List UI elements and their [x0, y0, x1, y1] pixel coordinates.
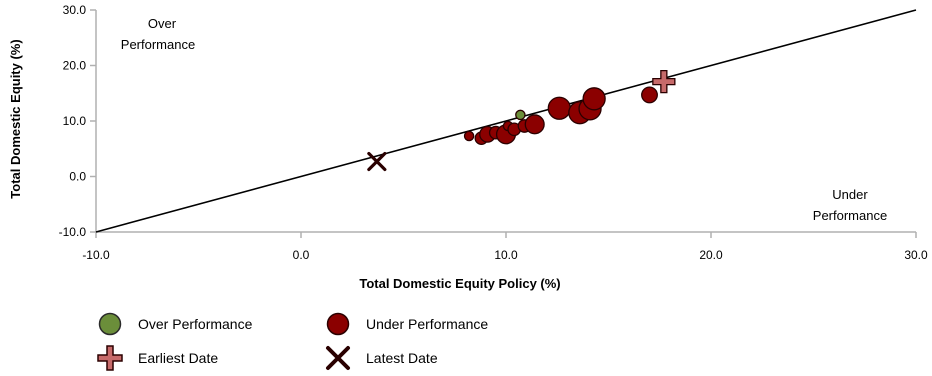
x-icon: [326, 346, 350, 370]
under-performance-point: [547, 96, 571, 120]
plus-icon: [97, 345, 123, 371]
data-points: [463, 86, 658, 146]
over-performance-label-line2: Performance: [121, 37, 195, 52]
legend-item-under: Under Performance: [324, 310, 488, 338]
legend-item-earliest: Earliest Date: [96, 344, 218, 372]
y-axis-title: Total Domestic Equity (%): [8, 39, 23, 198]
earliest-date-marker: [652, 69, 676, 94]
x-tick-label: -10.0: [82, 248, 110, 262]
over-performance-label-line1: Over: [148, 16, 177, 31]
y-tick-label: -10.0: [59, 225, 87, 239]
x-tick-label: 10.0: [494, 248, 518, 262]
under-performance-circle-icon: [326, 312, 350, 336]
y-tick-label: 20.0: [63, 59, 87, 73]
legend-item-latest: Latest Date: [324, 344, 438, 372]
legend-label-latest: Latest Date: [366, 350, 438, 366]
over-performance-circle-icon: [98, 312, 122, 336]
over-performance-point: [515, 109, 526, 121]
axes: -10.0 0.0 10.0 20.0 30.0 -10.0 0.0 10.0 20.0 30.0…: [8, 3, 928, 291]
under-performance-point: [641, 86, 658, 104]
latest-date-marker: [367, 151, 387, 172]
legend-label-under: Under Performance: [366, 316, 489, 332]
legend-label-over: Over Performance: [138, 316, 253, 332]
reference-line-group: [95, 9, 917, 233]
y-tick-label: 30.0: [63, 3, 87, 17]
x-tick-label: 30.0: [904, 248, 928, 262]
x-axis-title: Total Domestic Equity Policy (%): [359, 276, 560, 291]
under-performance-point: [524, 114, 545, 135]
x-tick-label: 20.0: [699, 248, 723, 262]
under-performance-point: [463, 130, 475, 142]
x-tick-label: 0.0: [293, 248, 310, 262]
text-labels: Over Performance Under Performance: [121, 16, 887, 223]
legend-item-over: Over Performance: [96, 310, 252, 338]
legend-label-earliest: Earliest Date: [138, 350, 219, 366]
reference-line: [95, 9, 917, 233]
under-performance-label-line1: Under: [832, 187, 868, 202]
y-tick-label: 10.0: [63, 114, 87, 128]
legend: Over Performance Under Performance Earli…: [96, 310, 616, 374]
under-performance-point: [582, 87, 606, 111]
y-tick-label: 0.0: [69, 170, 86, 184]
under-performance-label-line2: Performance: [813, 208, 887, 223]
date-markers: [367, 69, 676, 172]
